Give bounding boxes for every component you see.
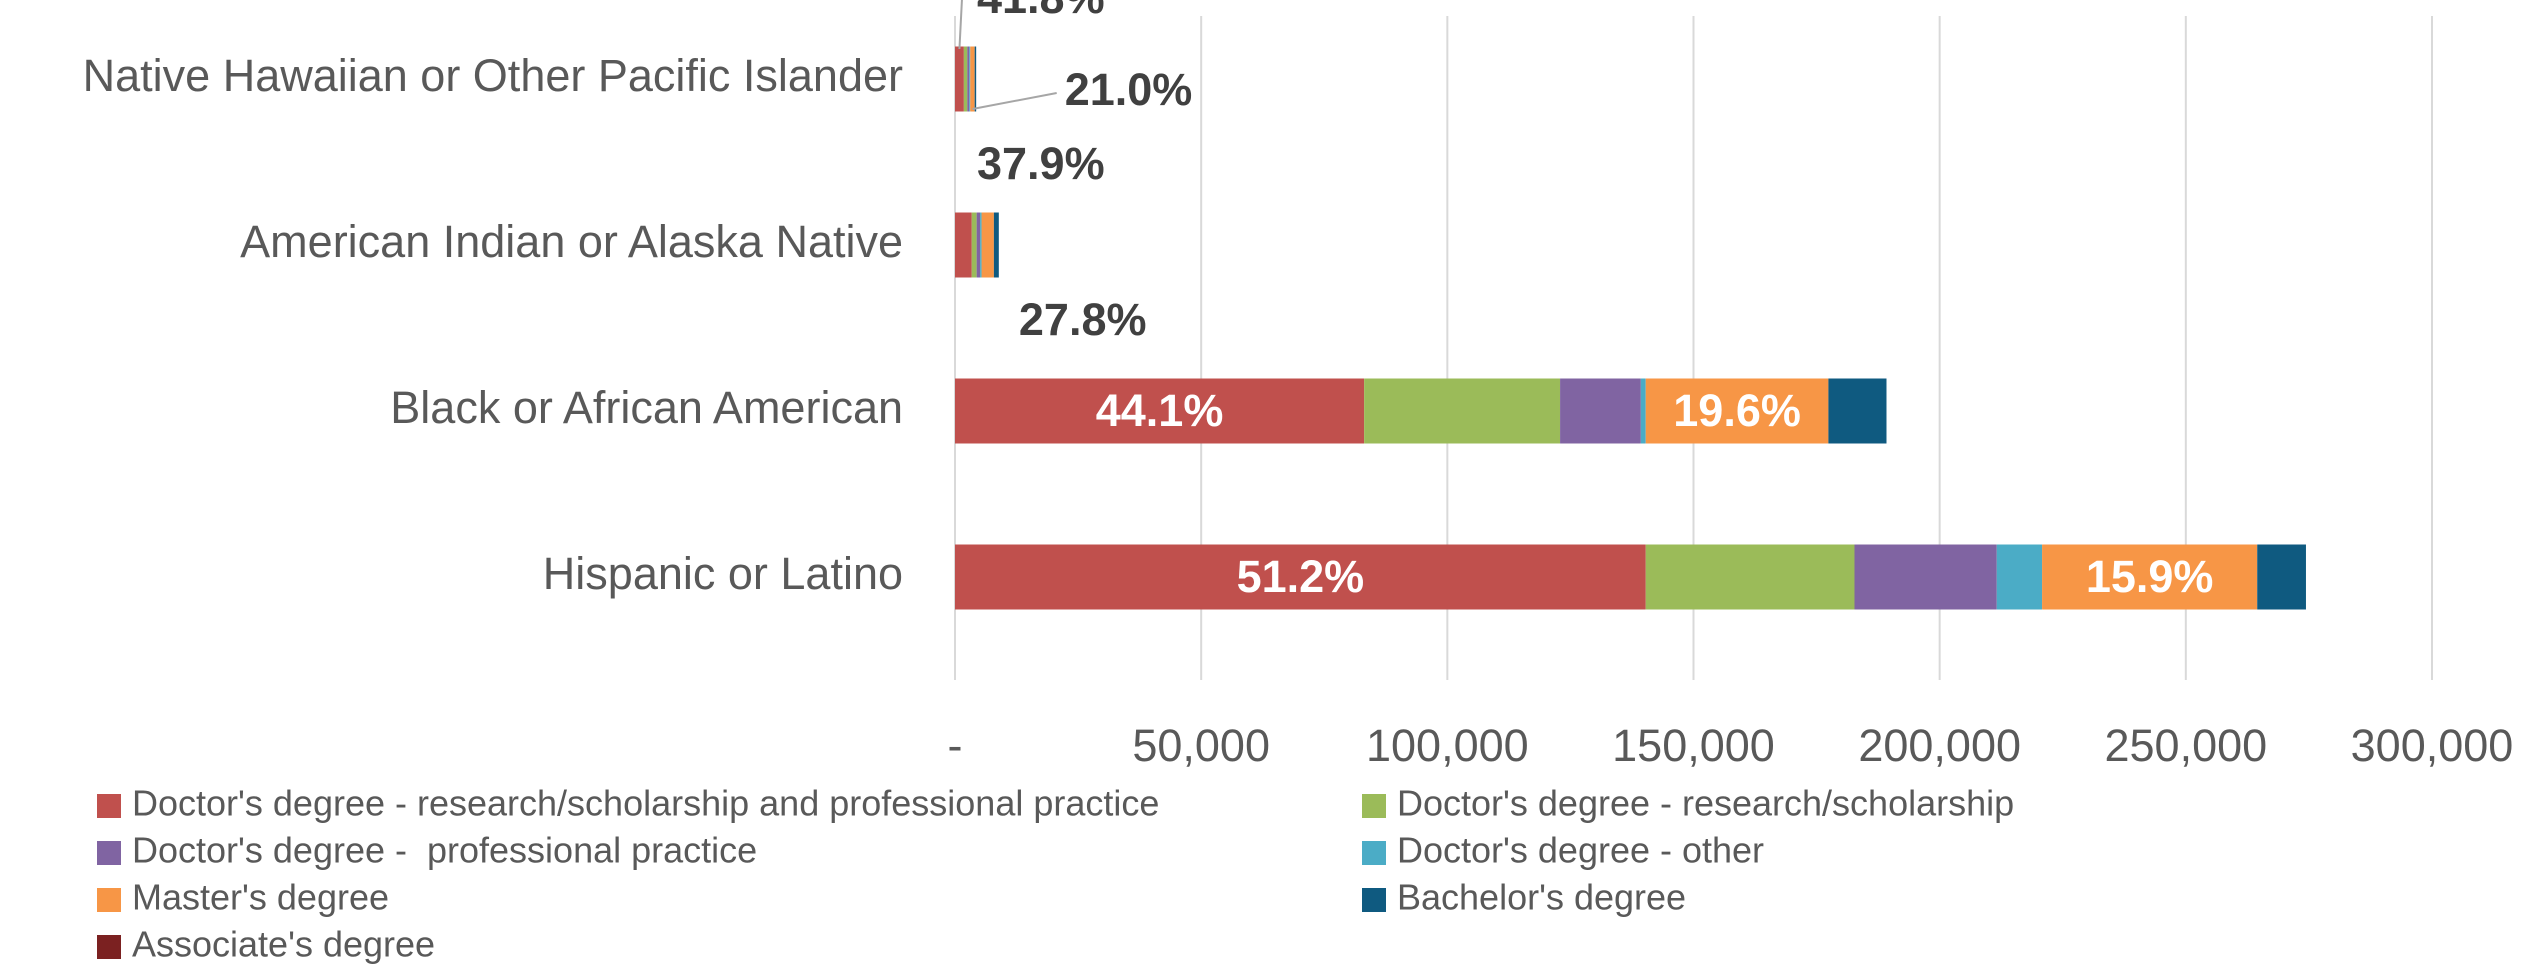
bar-segment [1828, 378, 1887, 444]
y-tick-label: Black or African American [390, 382, 903, 433]
data-label: 44.1% [1096, 385, 1224, 436]
x-tick-label: 100,000 [1366, 720, 1529, 771]
bar-segment [969, 46, 971, 112]
bar-segment [2257, 544, 2306, 610]
data-label: 15.9% [2086, 551, 2214, 602]
legend-swatch [97, 841, 121, 865]
bar-segment [1645, 378, 1829, 444]
legend-label: Doctor's degree - other [1397, 830, 1764, 871]
x-tick-label: 300,000 [2351, 720, 2514, 771]
bar-segment [955, 544, 1646, 610]
bar-segment [963, 46, 968, 112]
bar-segment [980, 212, 982, 278]
data-label: 27.8% [1019, 294, 1147, 345]
bar-segment [2042, 544, 2258, 610]
x-tick-label: 250,000 [2104, 720, 2267, 771]
bar-segment [967, 46, 970, 112]
data-label: 21.0% [1065, 64, 1193, 115]
legend-label: Doctor's degree - professional practice [132, 830, 757, 871]
data-label: 19.6% [1673, 385, 1801, 436]
legend-swatch [97, 794, 121, 818]
bar-segment [976, 212, 981, 278]
bar-segment [981, 212, 994, 278]
bar-segment [1640, 378, 1646, 444]
y-tick-label: American Indian or Alaska Native [240, 216, 903, 267]
leader-line [958, 0, 963, 50]
legend-swatch [97, 935, 121, 959]
legend-label: Doctor's degree - research/scholarship a… [132, 783, 1159, 824]
legend-label: Bachelor's degree [1397, 877, 1686, 918]
bar-segment [1364, 378, 1561, 444]
bar-segment [1996, 544, 2043, 610]
data-label: 37.9% [977, 138, 1105, 189]
legend-swatch [1362, 888, 1386, 912]
leader-line [972, 92, 1057, 110]
y-tick-label: Hispanic or Latino [543, 548, 903, 599]
bar-segment [955, 46, 964, 112]
bar-segment [1645, 544, 1855, 610]
legend-swatch [1362, 841, 1386, 865]
x-tick-label: - [948, 720, 963, 771]
bar-segment [1560, 378, 1641, 444]
bar-segment [970, 46, 975, 112]
bar-segment [971, 212, 977, 278]
bar-segment [955, 212, 972, 278]
bar-segment [974, 46, 977, 112]
bar-segment [955, 378, 1365, 444]
y-tick-label: Native Hawaiian or Other Pacific Islande… [83, 50, 903, 101]
data-label: 51.2% [1237, 551, 1365, 602]
x-tick-label: 50,000 [1132, 720, 1270, 771]
legend-swatch [1362, 794, 1386, 818]
legend-label: Master's degree [132, 877, 389, 918]
legend-label: Associate's degree [132, 924, 435, 965]
data-label: 41.8% [977, 0, 1105, 23]
x-tick-label: 150,000 [1612, 720, 1775, 771]
legend-label: Doctor's degree - research/scholarship [1397, 783, 2014, 824]
bar-segment [1854, 544, 1997, 610]
legend-swatch [97, 888, 121, 912]
bar-segment [993, 212, 999, 278]
x-tick-label: 200,000 [1858, 720, 2021, 771]
